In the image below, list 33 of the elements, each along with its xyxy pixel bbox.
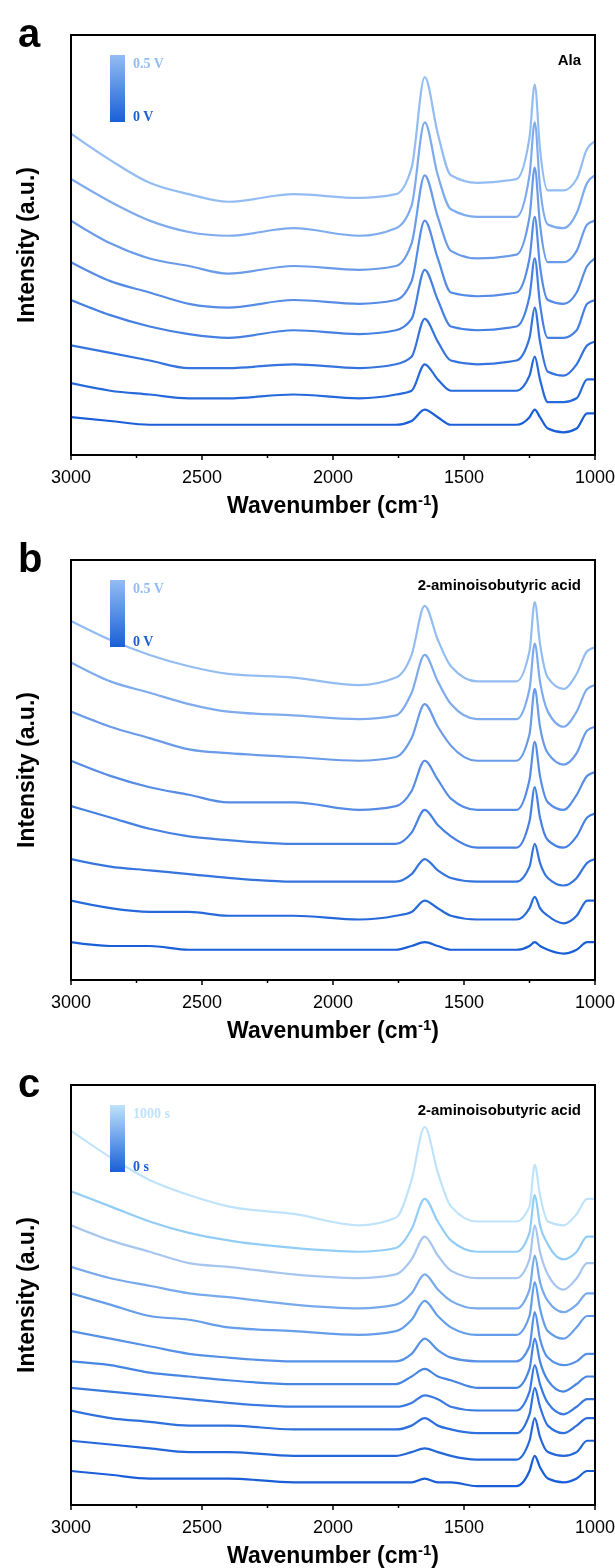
x-tick-label: 3000 [50,467,92,487]
text: 2-aminoisobutyric acid [417,576,581,593]
text: c [18,1061,41,1105]
text: b [18,536,43,580]
y-axis-title: Intensity (a.u.) [13,167,39,323]
text: 2-aminoisobutyric acid [417,1101,581,1118]
x-axis-title: Wavenumber (cm$^{-1}$) [227,490,439,518]
text: 1000 s [133,1106,171,1121]
y-axis-title: Intensity (a.u.) [13,692,39,848]
x-tick-label: 1500 [443,1517,485,1537]
x-axis-title: Wavenumber (cm$^{-1}$) [227,1540,439,1568]
x-tick-label: 2000 [312,992,354,1012]
x-tick-label: 1000 [574,1517,615,1537]
x-tick-label: 3000 [50,992,92,1012]
x-tick-label: 3000 [50,1517,92,1537]
annotation: 0 V [133,109,154,124]
annotation: 0 s [133,1159,150,1174]
x-tick-label: 2000 [312,467,354,487]
annotation: 0 V [133,634,154,649]
x-axis-title: Wavenumber (cm$^{-1}$) [227,1015,439,1043]
text: 0.5 V [133,581,164,596]
x-tick-label: 2000 [312,1517,354,1537]
text: Ala [557,51,582,68]
x-tick-label: 2500 [181,992,223,1012]
x-tick-label: 2500 [181,1517,223,1537]
x-tick-label: 1500 [443,467,485,487]
x-tick-label: 2500 [181,467,223,487]
x-tick-label: 1000 [574,992,615,1012]
y-axis-title: Intensity (a.u.) [13,1217,39,1373]
x-tick-label: 1500 [443,992,485,1012]
text: a [18,11,41,55]
text: 0.5 V [133,56,164,71]
x-tick-label: 1000 [574,467,615,487]
